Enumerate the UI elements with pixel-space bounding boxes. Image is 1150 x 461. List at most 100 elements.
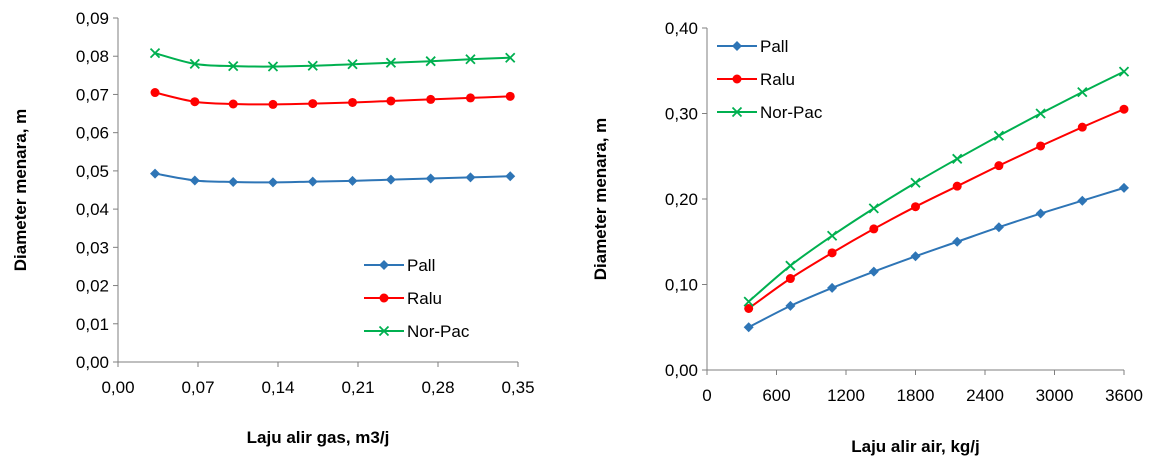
y-tick-label: 0,01 (76, 315, 109, 334)
legend-entry: Pall (364, 256, 435, 275)
y-tick-label: 0,08 (76, 47, 109, 66)
series-line (154, 172, 511, 184)
data-point (307, 176, 318, 187)
x-tick-label: 3000 (1036, 386, 1074, 405)
data-point (994, 161, 1004, 171)
data-point (347, 175, 358, 186)
series-nor-pac (149, 48, 516, 72)
data-point (1077, 195, 1088, 206)
legend-label: Pall (760, 37, 788, 56)
y-tick-label: 0,06 (76, 124, 109, 143)
data-point (785, 260, 796, 271)
data-point (910, 251, 921, 262)
data-point (868, 266, 879, 277)
x-tick-label: 0,07 (181, 378, 214, 397)
data-point (993, 222, 1004, 233)
data-point (150, 88, 160, 98)
y-tick-label: 0,20 (665, 190, 698, 209)
y-tick-label: 0,30 (665, 105, 698, 124)
data-point (347, 59, 358, 70)
x-tick-label: 0,21 (341, 378, 374, 397)
data-point (150, 168, 161, 179)
x-tick-label: 3600 (1105, 386, 1143, 405)
x-tick-label: 2400 (966, 386, 1004, 405)
y-tick-label: 0,10 (665, 276, 698, 295)
data-point (267, 177, 278, 188)
legend-entry: Pall (717, 37, 788, 56)
series-ralu (744, 104, 1129, 313)
data-point (385, 174, 396, 185)
x-tick-label: 1800 (897, 386, 935, 405)
series-line (748, 108, 1125, 310)
data-point (385, 57, 397, 68)
legend-label: Nor-Pac (760, 103, 823, 122)
legend-label: Ralu (407, 289, 442, 308)
data-point (910, 177, 921, 188)
data-point (1118, 66, 1130, 77)
data-point (189, 175, 200, 186)
legend-label: Nor-Pac (407, 322, 470, 341)
data-point (386, 96, 396, 106)
data-point (743, 296, 754, 307)
y-tick-label: 0,07 (76, 85, 109, 104)
data-point (868, 203, 879, 214)
series-line (154, 52, 511, 68)
data-point (425, 173, 436, 184)
data-point (268, 99, 278, 109)
data-point (228, 99, 238, 109)
data-point (505, 171, 516, 182)
y-tick-label: 0,40 (665, 19, 698, 38)
x-tick-label: 0 (702, 386, 711, 405)
data-point (505, 91, 515, 101)
data-point (465, 54, 476, 65)
data-point (827, 282, 838, 293)
data-point (743, 322, 754, 333)
data-point (149, 48, 161, 59)
x-axis-title: Laju alir air, kg/j (851, 437, 980, 456)
data-point (826, 230, 838, 241)
y-tick-label: 0,00 (665, 361, 698, 380)
data-point (952, 181, 962, 191)
legend-label: Pall (407, 256, 435, 275)
y-tick-label: 0,03 (76, 238, 109, 257)
legend-marker (731, 106, 743, 118)
data-point (465, 93, 475, 103)
y-axis-title: Diameter menara, m (11, 109, 30, 272)
data-point (267, 61, 279, 72)
data-point (228, 61, 239, 72)
legend-marker (378, 325, 390, 337)
chart-1: 0,00 0,01 0,02 0,03 0,04 0,05 0,06 0,07 0,08 0,09… (11, 9, 535, 447)
data-point (425, 56, 436, 67)
data-point (190, 97, 200, 107)
x-tick-label: 0,35 (501, 378, 534, 397)
x-tick-label: 0,28 (421, 378, 454, 397)
y-axis-title: Diameter menara, m (591, 118, 610, 281)
legend-entry: Nor-Pac (364, 322, 470, 341)
data-point (189, 58, 200, 70)
data-point (993, 130, 1005, 141)
x-tick-label: 0,14 (261, 378, 294, 397)
data-point (911, 202, 920, 212)
legend-marker (732, 41, 742, 51)
data-point (228, 176, 239, 187)
x-axis-title: Laju alir gas, m3/j (247, 428, 390, 447)
data-point (952, 153, 963, 164)
data-point (744, 303, 754, 313)
x-tick-label: 600 (762, 386, 790, 405)
x-tick-label: 1200 (827, 386, 865, 405)
data-point (1119, 182, 1129, 193)
data-point (348, 97, 358, 107)
data-point (785, 274, 795, 284)
series-pall (743, 182, 1129, 333)
series-pall (150, 168, 516, 188)
series-line (154, 91, 511, 106)
x-tick-label: 0,00 (101, 378, 134, 397)
legend-marker (379, 260, 389, 270)
data-point (465, 172, 476, 183)
y-tick-label: 0,02 (76, 277, 109, 296)
data-point (1036, 141, 1046, 151)
data-point (307, 60, 318, 71)
series-nor-pac (743, 66, 1130, 307)
data-point (952, 236, 963, 247)
